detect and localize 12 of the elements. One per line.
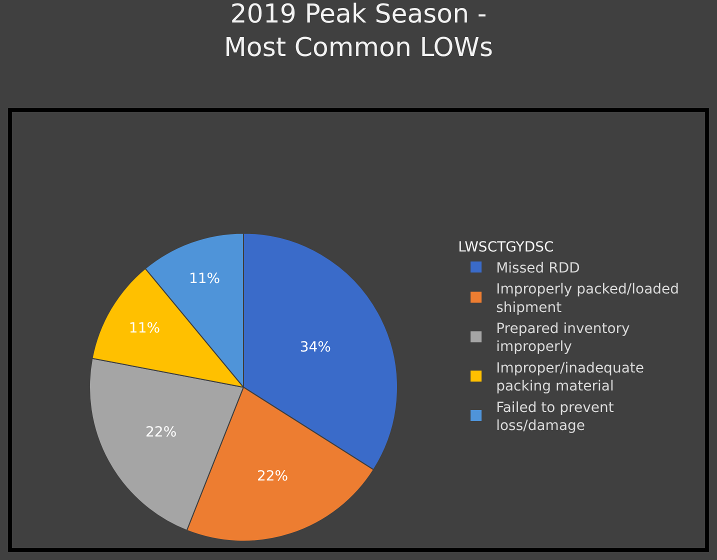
data-label: 11% xyxy=(128,320,160,337)
data-label: 22% xyxy=(146,424,177,441)
legend-label: Failed to prevent loss/damage xyxy=(496,400,614,434)
legend-label: Missed RDD xyxy=(496,260,580,276)
legend-label: Prepared inventory improperly xyxy=(496,321,630,356)
data-label: 11% xyxy=(188,270,220,287)
legend-title: LWSCTGYDSC xyxy=(458,239,554,256)
legend-label: Improperly packed/loaded shipment xyxy=(496,282,680,316)
legend-label: Improper/inadequate packing material xyxy=(496,360,644,395)
data-label: 22% xyxy=(256,468,288,485)
chart-title: 2019 Peak Season - Most Common LOWs xyxy=(224,0,493,64)
data-label: 34% xyxy=(300,340,331,356)
